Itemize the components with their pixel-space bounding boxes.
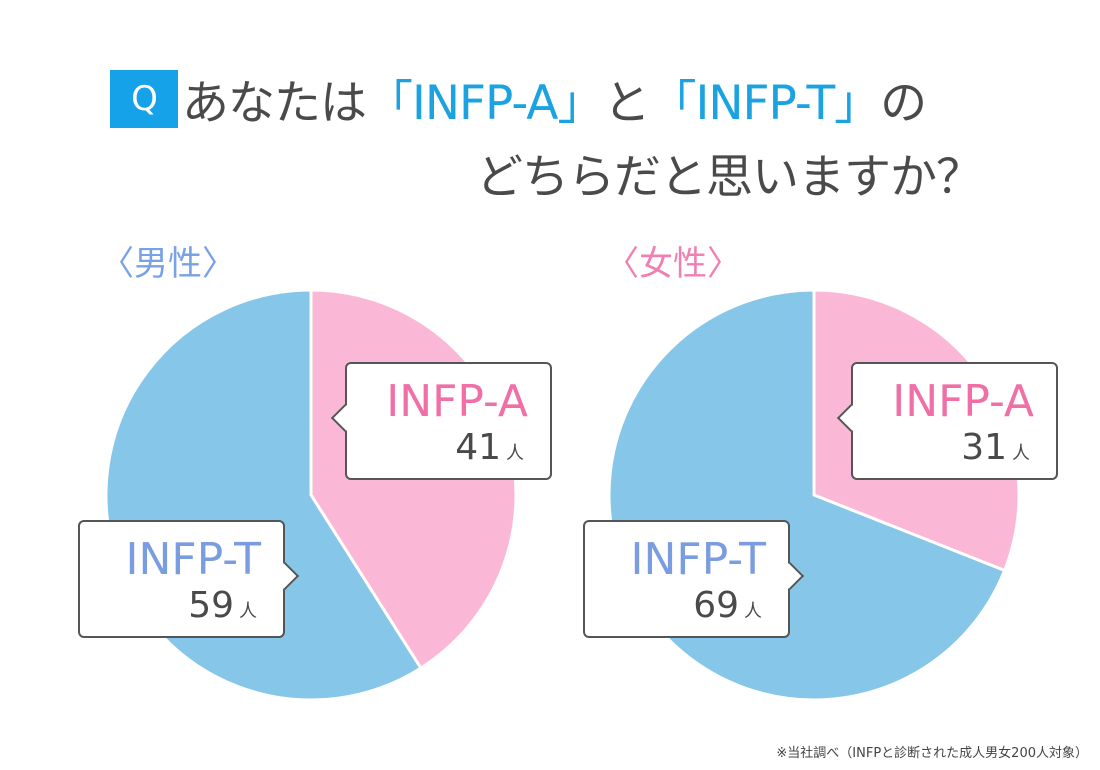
title-text: あなたは bbox=[182, 76, 367, 131]
callout-female-infp-a: INFP-A 31 人 bbox=[851, 362, 1058, 480]
title-highlight-a: 「INFP-A」 bbox=[366, 76, 604, 131]
title-text: の bbox=[880, 76, 927, 131]
q-badge: Q bbox=[110, 69, 178, 128]
chart-title-male: 〈男性〉 bbox=[100, 244, 236, 284]
data-label: INFP-A bbox=[386, 376, 528, 427]
callout-male-infp-t: INFP-T 59 人 bbox=[78, 520, 285, 638]
question-title-line2: どちらだと思いますか？ bbox=[476, 150, 983, 205]
footnote: ※当社調べ（INFPと診断された成人男女200人対象） bbox=[776, 746, 1088, 761]
data-label: INFP-T bbox=[125, 534, 261, 585]
data-label: INFP-T bbox=[630, 534, 766, 585]
chart-title-female: 〈女性〉 bbox=[605, 244, 741, 284]
title-highlight-t: 「INFP-T」 bbox=[649, 76, 881, 131]
data-label: INFP-A bbox=[892, 376, 1034, 427]
callout-male-infp-a: INFP-A 41 人 bbox=[345, 362, 552, 480]
data-value: 69 人 bbox=[693, 585, 762, 626]
title-text: と bbox=[603, 76, 650, 131]
data-value: 41 人 bbox=[455, 427, 524, 468]
callout-female-infp-t: INFP-T 69 人 bbox=[583, 520, 790, 638]
question-title-line1: Q あなたは 「INFP-A」と「INFP-T」の bbox=[110, 64, 927, 133]
data-value: 59 人 bbox=[188, 585, 257, 626]
data-value: 31 人 bbox=[961, 427, 1030, 468]
